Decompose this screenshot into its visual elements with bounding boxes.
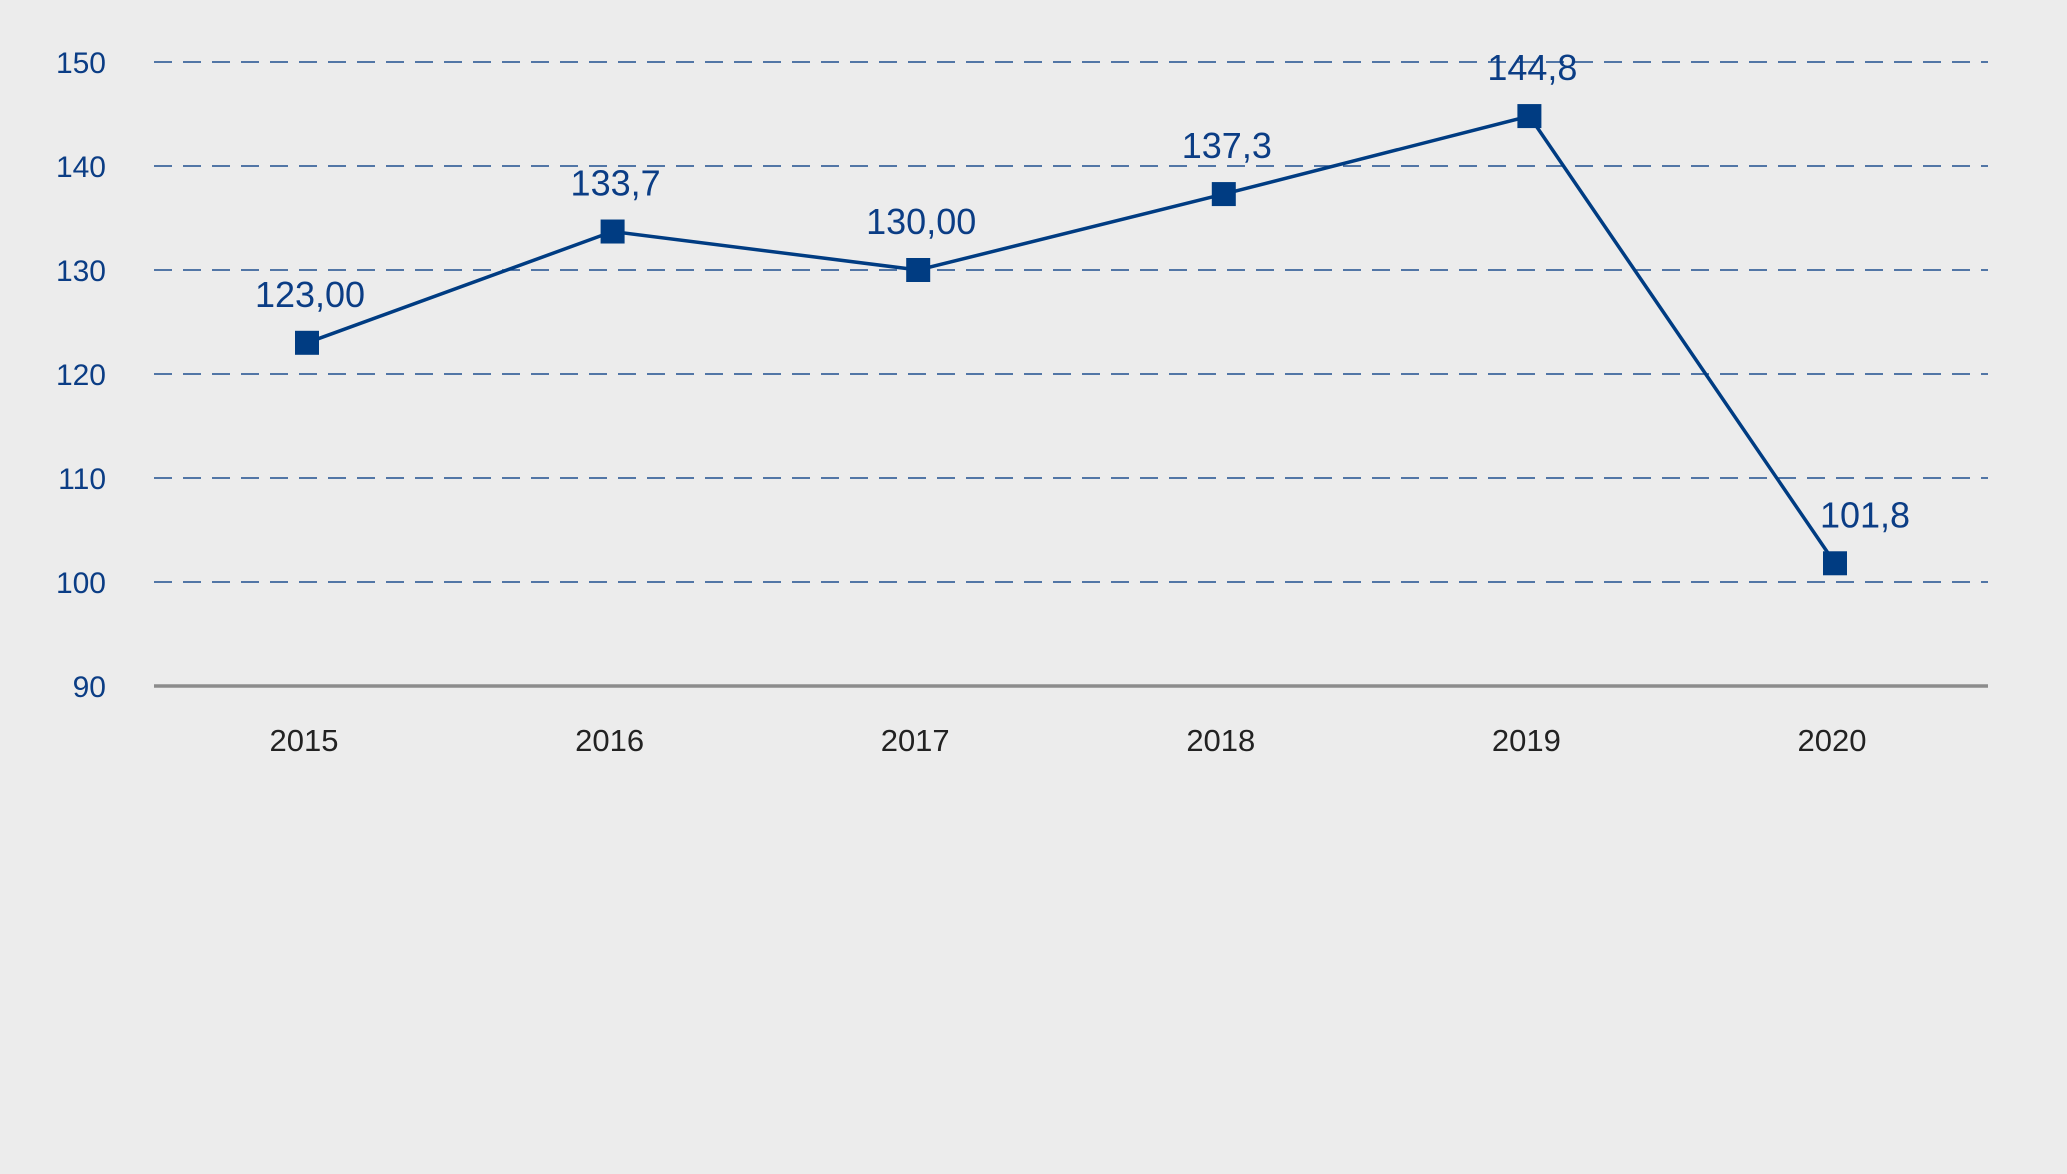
x-tick-label: 2019 <box>1492 723 1561 758</box>
data-label: 123,00 <box>255 274 365 315</box>
y-tick-label: 130 <box>56 255 106 288</box>
data-point-marker <box>295 330 319 355</box>
data-markers <box>295 104 1847 576</box>
y-axis-ticks: 90 100 110 120 130 140 150 <box>56 47 106 704</box>
data-labels: 123,00 133,7 130,00 137,3 144,8 101,8 <box>255 47 1910 535</box>
x-axis-ticks: 2015 2016 2017 2018 2019 2020 <box>270 723 1867 758</box>
data-label: 133,7 <box>571 163 661 204</box>
y-tick-label: 140 <box>56 151 106 184</box>
gridlines <box>154 61 1988 583</box>
data-point-marker <box>1211 182 1236 207</box>
x-tick-label: 2017 <box>881 723 950 758</box>
data-label: 130,00 <box>866 201 976 242</box>
data-point-marker <box>1517 104 1542 129</box>
x-tick-label: 2015 <box>270 723 339 758</box>
x-tick-label: 2020 <box>1798 723 1867 758</box>
data-label: 101,8 <box>1820 494 1910 535</box>
y-tick-label: 100 <box>56 567 106 600</box>
x-tick-label: 2018 <box>1186 723 1255 758</box>
y-tick-label: 110 <box>58 463 106 496</box>
data-point-marker <box>600 219 625 244</box>
y-tick-label: 150 <box>56 47 106 80</box>
x-tick-label: 2016 <box>575 723 644 758</box>
data-label: 137,3 <box>1182 125 1272 166</box>
data-point-marker <box>906 258 931 282</box>
data-label: 144,8 <box>1487 47 1577 88</box>
data-point-marker <box>1823 551 1847 576</box>
series-line <box>306 114 1837 565</box>
y-tick-label: 90 <box>73 671 106 704</box>
y-tick-label: 120 <box>56 359 106 392</box>
